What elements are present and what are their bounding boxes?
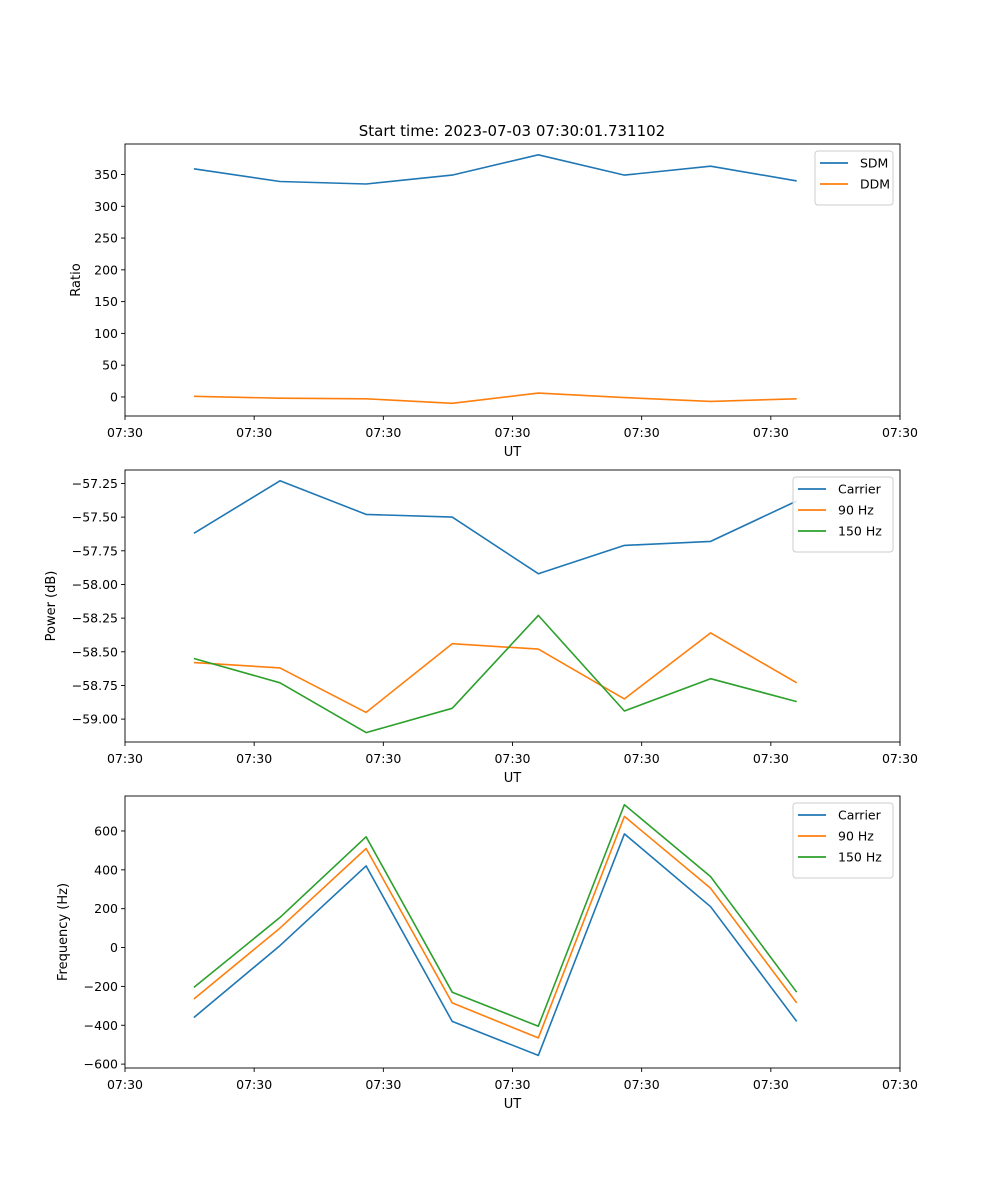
x-tick-label: 07:30	[624, 1077, 660, 1092]
y-tick-label: −59.00	[72, 712, 118, 727]
y-tick-label: 350	[94, 167, 118, 182]
y-tick-label: 50	[102, 358, 118, 373]
y-tick-label: −58.25	[72, 611, 118, 626]
x-tick-label: 07:30	[624, 425, 660, 440]
figure-title: Start time: 2023-07-03 07:30:01.731102	[359, 122, 665, 140]
series-line-sdm	[193, 154, 797, 185]
y-tick-label: −57.25	[72, 476, 118, 491]
legend-box	[814, 150, 894, 206]
legend-label: Carrier	[838, 482, 882, 497]
y-tick-label: 300	[94, 199, 118, 214]
legend: Carrier 90 Hz 150 Hz	[792, 802, 894, 879]
y-tick-label: −58.50	[72, 644, 118, 659]
y-axis-label: Power (dB)	[44, 571, 59, 642]
chart-panel-2: −59.00 −58.75 −58.50 −58.25 −58.00 −57.75 −57.…	[44, 469, 918, 786]
x-tick-label: 07:30	[107, 751, 143, 766]
x-axis-label: UT	[504, 771, 522, 786]
x-tick-label: 07:30	[753, 751, 789, 766]
x-tick-label: 07:30	[624, 751, 660, 766]
y-tick-label: 200	[94, 901, 118, 916]
y-tick-label: 400	[94, 862, 118, 877]
y-tick-label: 0	[110, 389, 118, 404]
y-tick-label: 0	[110, 940, 118, 955]
y-axis-label: Frequency (Hz)	[56, 883, 71, 981]
x-axis-label: UT	[504, 445, 522, 460]
series-line-90-hz	[193, 815, 798, 1039]
y-tick-label: 100	[94, 326, 118, 341]
x-tick-label: 07:30	[494, 1077, 530, 1092]
y-tick-label: −400	[84, 1018, 118, 1033]
legend: Carrier 90 Hz 150 Hz	[792, 476, 894, 553]
x-tick-label: 07:30	[753, 425, 789, 440]
x-tick-label: 07:30	[494, 751, 530, 766]
y-tick-label: 250	[94, 231, 118, 246]
x-tick-label: 07:30	[107, 1077, 143, 1092]
y-tick-label: −57.75	[72, 543, 118, 558]
y-tick-label: −58.75	[72, 678, 118, 693]
y-tick-label: −600	[84, 1057, 118, 1072]
legend-label: 90 Hz	[838, 503, 874, 518]
y-tick-label: −200	[84, 979, 118, 994]
legend-label: Carrier	[838, 808, 882, 823]
y-tick-label: −57.50	[72, 510, 118, 525]
legend-label: 150 Hz	[838, 524, 882, 539]
x-tick-label: 07:30	[365, 751, 401, 766]
series-line-150-hz	[193, 614, 797, 734]
x-tick-label: 07:30	[882, 425, 918, 440]
series-line-90-hz	[193, 632, 798, 714]
y-tick-label: 150	[94, 294, 118, 309]
x-tick-label: 07:30	[107, 425, 143, 440]
x-tick-label: 07:30	[236, 751, 272, 766]
y-tick-label: 600	[94, 823, 118, 838]
legend-label: DDM	[860, 177, 890, 192]
x-axis-label: UT	[504, 1097, 522, 1112]
x-tick-label: 07:30	[882, 1077, 918, 1092]
legend: SDM DDM	[814, 150, 894, 206]
y-tick-label: 200	[94, 262, 118, 277]
legend-label: 90 Hz	[838, 829, 874, 844]
x-tick-label: 07:30	[753, 1077, 789, 1092]
series-line-ddm	[193, 392, 797, 405]
y-axis-label: Ratio	[69, 263, 84, 296]
legend-box	[792, 802, 894, 879]
x-tick-label: 07:30	[236, 425, 272, 440]
series-line-carrier	[193, 479, 798, 575]
chart-panel-3: −600 −400 −200 0 200 400 600 07:30 07:30 07:30 07:…	[56, 795, 918, 1112]
x-tick-label: 07:30	[882, 751, 918, 766]
x-tick-label: 07:30	[365, 425, 401, 440]
x-tick-label: 07:30	[494, 425, 530, 440]
y-tick-label: −58.00	[72, 577, 118, 592]
series-line-150-hz	[193, 803, 798, 1027]
series-line-carrier	[193, 833, 798, 1057]
x-tick-label: 07:30	[236, 1077, 272, 1092]
x-tick-label: 07:30	[365, 1077, 401, 1092]
chart-panel-1: 0 50 100 150 200 250 300 350 07:30 07:30 07:30 07:3…	[69, 143, 918, 460]
legend-label: 150 Hz	[838, 850, 882, 865]
legend-label: SDM	[860, 156, 888, 171]
legend-box	[792, 476, 894, 553]
